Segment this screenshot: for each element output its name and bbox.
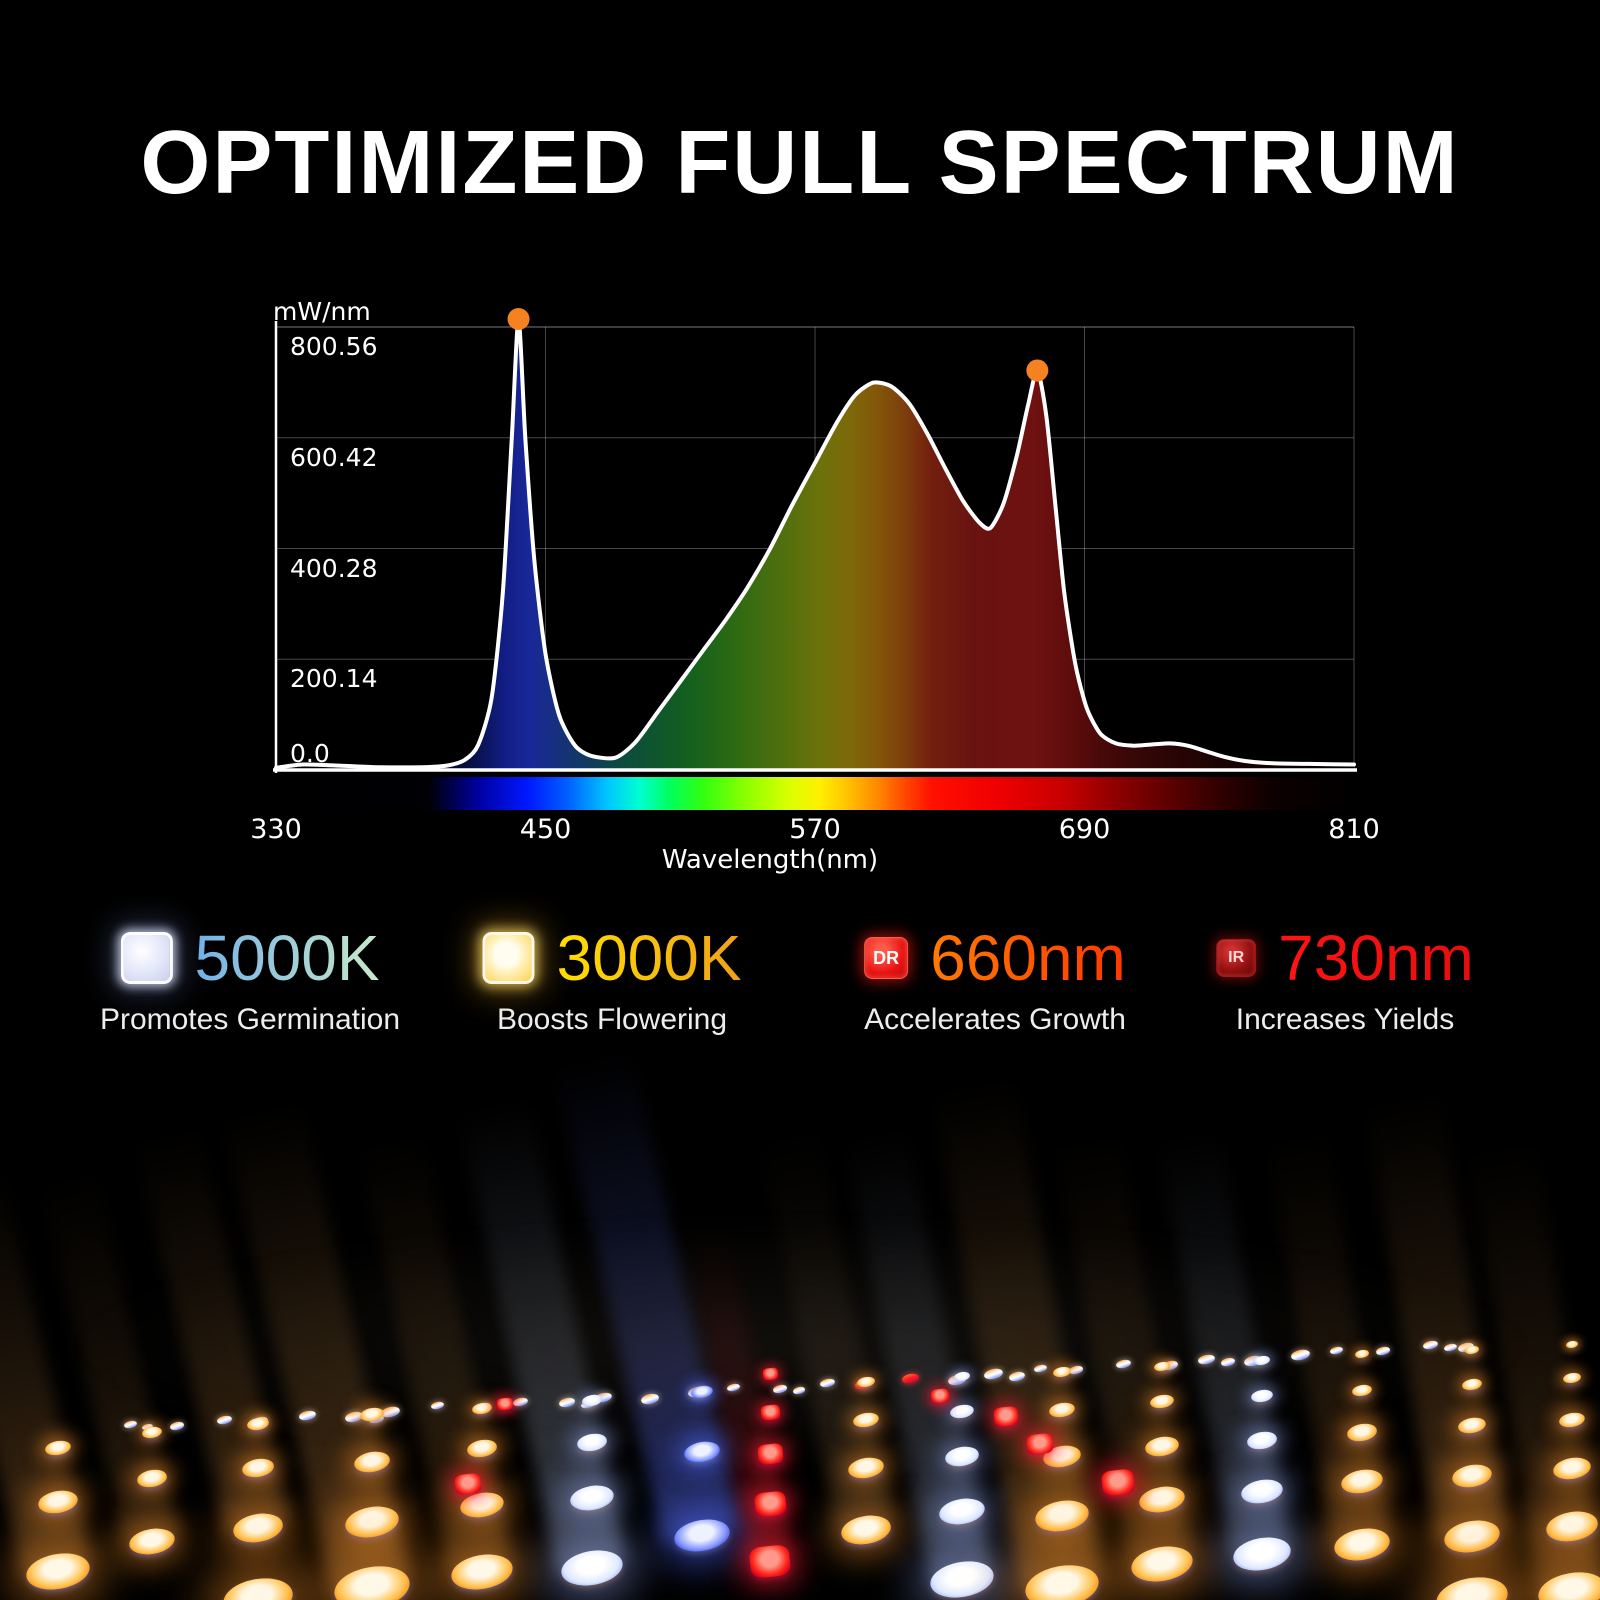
feature-660nm: DR 660nm Accelerates Growth	[864, 926, 1126, 1037]
x-axis-title: Wavelength(nm)	[662, 845, 878, 875]
red-led	[993, 1405, 1019, 1427]
feature-label-3000k: Boosts Flowering	[496, 1003, 728, 1036]
spectrum-chart: mW/nm 0.0 200.14 400.28 600.42 800.56 330 450 57…	[250, 297, 1380, 875]
feature-value-660nm: 660nm	[930, 922, 1126, 994]
x-tick-label: 450	[520, 814, 572, 845]
y-axis-title: mW/nm	[273, 297, 371, 326]
feature-5000k-header: 5000K	[120, 922, 380, 994]
feature-label-730nm: Increases Yields	[1235, 1003, 1455, 1036]
page-title: OPTIMIZED FULL SPECTRUM	[140, 113, 1460, 213]
infrared-led-icon-label: IR	[1228, 949, 1245, 966]
x-tick-label: 810	[1328, 814, 1380, 845]
red-led	[496, 1396, 514, 1412]
feature-5000k: 5000K Promotes Germination	[100, 926, 400, 1037]
warm-led	[1565, 1339, 1579, 1349]
red-led	[454, 1472, 482, 1496]
warm-led	[220, 1572, 296, 1600]
led-chip-white-icon	[120, 932, 173, 984]
wavelength-colorbar	[276, 777, 1354, 810]
red-led	[1100, 1467, 1136, 1497]
feature-value-730nm: 730nm	[1278, 922, 1474, 994]
red-led	[1026, 1432, 1054, 1456]
red-led	[756, 1442, 784, 1466]
red-led	[930, 1388, 950, 1404]
led-chip-warm-icon	[482, 932, 535, 984]
feature-label-5000k: Promotes Germination	[99, 1003, 401, 1036]
feature-label-660nm: Accelerates Growth	[864, 1003, 1126, 1036]
feature-value-5000k: 5000K	[194, 922, 380, 994]
feature-value-3000k: 3000K	[556, 922, 742, 994]
y-tick-label: 800.56	[290, 332, 377, 361]
x-tick-label: 570	[789, 814, 841, 845]
y-tick-label: 400.28	[290, 554, 377, 583]
feature-730nm: IR 730nm Increases Yields	[1216, 926, 1474, 1037]
peak-marker	[1026, 359, 1049, 382]
feature-730nm-header: IR 730nm	[1216, 926, 1474, 990]
spectrum-curve	[274, 317, 1356, 770]
red-led	[761, 1367, 779, 1381]
warm-led	[1433, 1572, 1511, 1600]
y-tick-label: 600.42	[290, 443, 377, 472]
y-tick-label: 0.0	[290, 739, 330, 768]
x-tick-label: 690	[1059, 814, 1111, 845]
red-led	[759, 1403, 781, 1421]
peak-marker	[507, 308, 530, 331]
feature-3000k: 3000K Boosts Flowering	[482, 922, 742, 1037]
feature-3000k-header: 3000K	[482, 922, 742, 994]
y-tick-label: 200.14	[290, 664, 377, 693]
horizon-haze	[50, 1215, 1550, 1475]
infrared-led-icon: IR	[1216, 939, 1257, 977]
deep-red-led-icon: DR	[864, 937, 909, 979]
x-tick-label: 330	[250, 814, 302, 845]
feature-660nm-header: DR 660nm	[864, 926, 1126, 990]
red-led	[753, 1490, 787, 1518]
red-led	[748, 1544, 792, 1580]
led-board-photo	[0, 1000, 1600, 1600]
deep-red-led-icon-label: DR	[873, 947, 900, 968]
